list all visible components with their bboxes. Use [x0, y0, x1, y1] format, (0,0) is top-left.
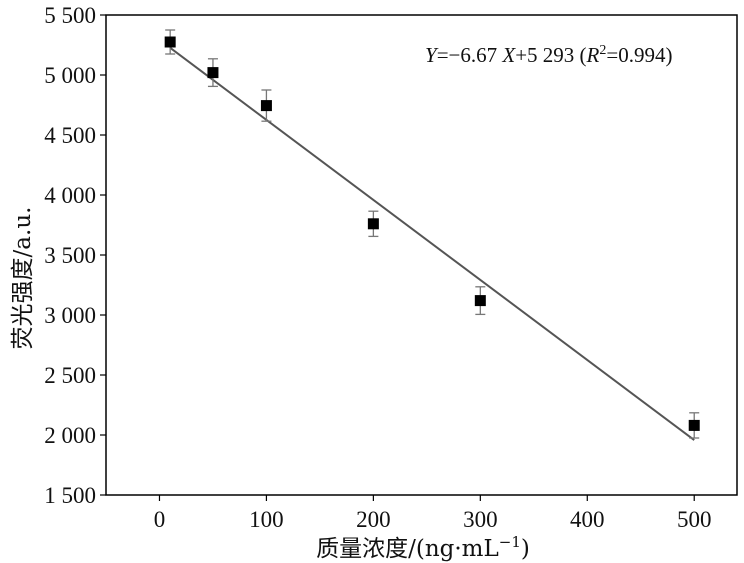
data-marker — [688, 419, 700, 431]
x-tick-label: 300 — [463, 507, 498, 532]
plot-frame — [105, 14, 738, 496]
fit-line-group — [169, 47, 695, 441]
data-point — [688, 412, 700, 439]
x-tick-label: 100 — [249, 507, 284, 532]
data-points — [164, 29, 700, 439]
data-marker — [474, 295, 486, 307]
y-tick-label: 4 000 — [44, 183, 96, 208]
y-tick-label: 4 500 — [44, 123, 96, 148]
y-tick-label: 3 500 — [44, 243, 96, 268]
y-tick-label: 2 500 — [44, 363, 96, 388]
y-tick-label: 5 500 — [44, 3, 96, 28]
data-point — [367, 210, 379, 238]
data-marker — [164, 36, 176, 48]
y-tick-label: 1 500 — [44, 483, 96, 508]
y-tick-label: 2 000 — [44, 423, 96, 448]
x-tick-label: 500 — [677, 507, 712, 532]
fit-line — [169, 47, 695, 441]
x-tick-label: 400 — [570, 507, 605, 532]
x-tick-label: 200 — [356, 507, 391, 532]
y-axis-label: 荧光强度/a.u. — [10, 207, 36, 350]
y-tick-label: 3 000 — [44, 303, 96, 328]
regression-equation: Y=−6.67 X+5 293 (R2=0.994) — [425, 43, 672, 67]
y-tick-label: 5 000 — [44, 63, 96, 88]
x-tick-label: 0 — [154, 507, 166, 532]
data-point — [260, 89, 272, 122]
data-marker — [260, 100, 272, 112]
x-axis-label: 质量浓度/(ng·mL−1) — [316, 533, 530, 562]
data-point — [474, 286, 486, 316]
data-marker — [367, 218, 379, 230]
axes: 0 100 200 300 400 500 1 500 2 000 2 500 3 000 3 50… — [44, 3, 738, 532]
data-point — [207, 58, 219, 88]
data-marker — [207, 67, 219, 79]
data-point — [164, 29, 176, 55]
